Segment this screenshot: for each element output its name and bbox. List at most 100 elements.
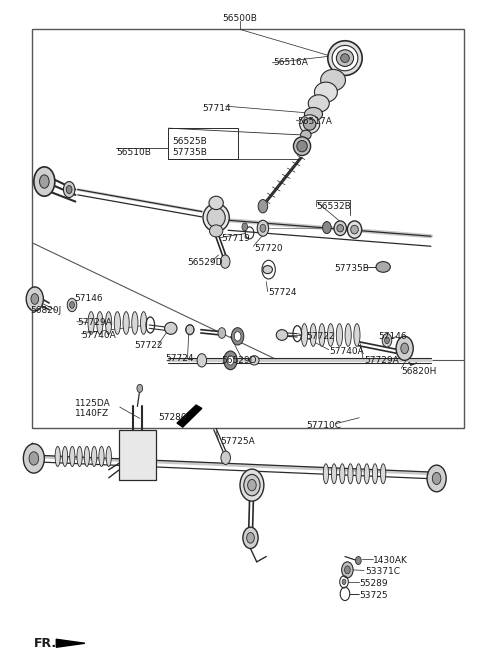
Ellipse shape: [106, 446, 111, 466]
Ellipse shape: [165, 322, 177, 334]
Circle shape: [432, 472, 441, 484]
Text: 57722: 57722: [306, 332, 335, 341]
Text: 56820H: 56820H: [401, 366, 437, 375]
Ellipse shape: [319, 324, 325, 346]
Ellipse shape: [70, 446, 75, 466]
Ellipse shape: [293, 137, 311, 155]
Ellipse shape: [323, 464, 328, 484]
Ellipse shape: [310, 324, 316, 346]
Circle shape: [26, 287, 43, 311]
Text: 56517A: 56517A: [297, 117, 332, 126]
Text: 57724: 57724: [165, 354, 193, 363]
Ellipse shape: [132, 312, 138, 334]
Ellipse shape: [351, 225, 359, 234]
Ellipse shape: [327, 324, 334, 346]
Ellipse shape: [336, 50, 354, 66]
Ellipse shape: [84, 446, 89, 466]
Text: 1430AK: 1430AK: [372, 556, 408, 565]
Ellipse shape: [303, 118, 316, 130]
Ellipse shape: [300, 130, 311, 139]
Circle shape: [31, 293, 38, 304]
Ellipse shape: [297, 141, 307, 152]
Circle shape: [29, 452, 38, 465]
Text: 57740A: 57740A: [82, 330, 116, 340]
Ellipse shape: [276, 330, 288, 340]
Circle shape: [427, 465, 446, 492]
Text: 57729A: 57729A: [364, 356, 399, 365]
Text: 57740A: 57740A: [330, 346, 364, 356]
Text: 56525B: 56525B: [172, 137, 207, 146]
Ellipse shape: [248, 480, 256, 491]
Text: 57725A: 57725A: [220, 438, 255, 446]
Circle shape: [218, 328, 226, 338]
Circle shape: [34, 167, 55, 196]
Circle shape: [382, 334, 392, 347]
Ellipse shape: [250, 356, 259, 365]
Text: 56529D: 56529D: [221, 356, 256, 365]
Ellipse shape: [97, 312, 103, 334]
Ellipse shape: [62, 446, 68, 466]
Ellipse shape: [55, 446, 60, 466]
Text: 53725: 53725: [360, 591, 388, 600]
Text: 57280: 57280: [158, 413, 187, 422]
Ellipse shape: [88, 312, 94, 334]
Ellipse shape: [328, 41, 362, 76]
Ellipse shape: [332, 464, 336, 484]
Circle shape: [221, 451, 230, 464]
Circle shape: [342, 562, 353, 578]
Circle shape: [197, 354, 206, 367]
Ellipse shape: [364, 464, 370, 484]
Ellipse shape: [348, 464, 353, 484]
Ellipse shape: [372, 464, 378, 484]
Ellipse shape: [244, 474, 260, 496]
Text: 57722: 57722: [134, 341, 163, 350]
Circle shape: [247, 533, 254, 543]
Text: 57710C: 57710C: [306, 421, 341, 429]
Ellipse shape: [334, 221, 347, 236]
Ellipse shape: [300, 115, 320, 133]
Text: 56529D: 56529D: [188, 259, 223, 267]
Ellipse shape: [186, 325, 194, 334]
Circle shape: [39, 175, 49, 188]
Ellipse shape: [123, 312, 129, 334]
Ellipse shape: [340, 464, 345, 484]
Ellipse shape: [207, 208, 225, 228]
Text: 56532B: 56532B: [316, 202, 351, 211]
Circle shape: [224, 351, 237, 370]
Ellipse shape: [308, 94, 329, 112]
Circle shape: [66, 186, 72, 194]
Circle shape: [396, 336, 413, 360]
Bar: [119, 429, 156, 480]
Ellipse shape: [114, 312, 120, 334]
Text: 56510B: 56510B: [116, 148, 151, 157]
Circle shape: [257, 220, 269, 237]
Ellipse shape: [332, 46, 358, 71]
Circle shape: [24, 444, 44, 473]
Ellipse shape: [321, 70, 346, 91]
Text: 56820J: 56820J: [30, 306, 61, 315]
Polygon shape: [177, 405, 202, 427]
Ellipse shape: [77, 446, 82, 466]
Circle shape: [243, 527, 258, 549]
Ellipse shape: [301, 324, 308, 346]
Text: 1125DA: 1125DA: [75, 399, 111, 407]
Text: 56500B: 56500B: [223, 13, 257, 23]
Circle shape: [70, 302, 74, 308]
Circle shape: [143, 431, 151, 442]
Ellipse shape: [92, 446, 97, 466]
Text: 1140FZ: 1140FZ: [75, 409, 109, 417]
Circle shape: [242, 223, 248, 231]
Ellipse shape: [356, 464, 361, 484]
Ellipse shape: [240, 469, 264, 501]
Ellipse shape: [203, 204, 229, 232]
Circle shape: [67, 298, 77, 312]
Text: FR.: FR.: [34, 636, 57, 650]
Circle shape: [342, 579, 346, 584]
Text: 57720: 57720: [254, 244, 283, 253]
Text: 57714: 57714: [202, 104, 230, 113]
Circle shape: [234, 332, 241, 341]
Circle shape: [227, 356, 234, 365]
Ellipse shape: [304, 107, 323, 121]
Circle shape: [63, 182, 75, 198]
Ellipse shape: [209, 225, 223, 237]
